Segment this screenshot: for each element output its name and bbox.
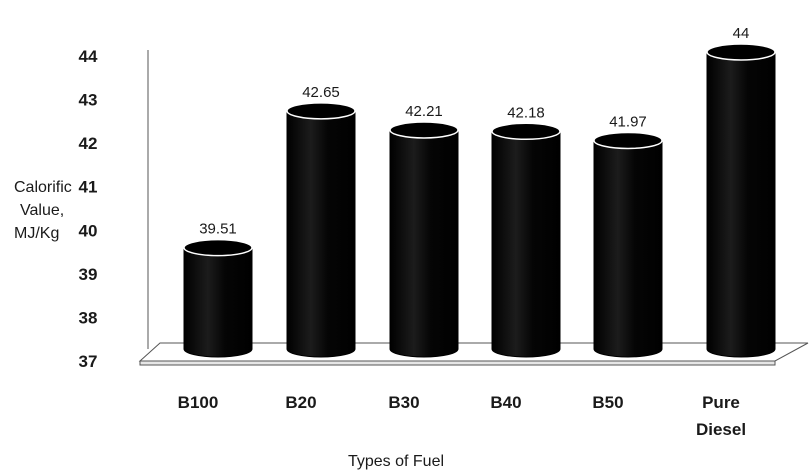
y-axis: 37 38 39 40 41 42 43 44 xyxy=(79,47,149,371)
bar-body xyxy=(286,110,356,358)
x-tick-label: B30 xyxy=(388,393,419,412)
bar: 42.65 xyxy=(286,84,356,358)
bar: 39.51 xyxy=(183,221,253,358)
data-label: 39.51 xyxy=(199,221,237,238)
data-label: 42.18 xyxy=(507,104,545,121)
bar: 44 xyxy=(706,25,776,358)
bar-body xyxy=(491,130,561,358)
data-label: 42.65 xyxy=(302,84,340,101)
x-tick-label: B100 xyxy=(178,393,219,412)
bar-top xyxy=(286,102,356,120)
x-tick-label: B20 xyxy=(285,393,316,412)
bar-body xyxy=(593,139,663,358)
x-axis-title: Types of Fuel xyxy=(348,453,444,470)
y-tick-label: 39 xyxy=(79,265,98,284)
y-tick-label: 42 xyxy=(79,134,98,153)
bar: 42.21 xyxy=(389,103,459,358)
floor-front xyxy=(139,360,776,366)
bar-body xyxy=(183,247,253,358)
bar: 42.18 xyxy=(491,104,561,358)
data-label: 42.21 xyxy=(405,103,443,120)
y-tick-label: 44 xyxy=(79,47,98,66)
x-tick-label: Pure Diesel xyxy=(696,393,746,439)
y-tick-label: 40 xyxy=(79,221,98,240)
bar-body xyxy=(389,129,459,358)
bar-top xyxy=(183,238,253,257)
bar-top xyxy=(389,121,459,139)
x-axis: B100 B20 B30 B40 B50 Pure Diesel xyxy=(178,393,746,439)
bar: 41.97 xyxy=(593,113,663,358)
bars: 39.51 42.65 42.21 42.18 41.97 44 xyxy=(183,25,776,358)
bar-top xyxy=(706,43,776,61)
bar-top xyxy=(593,131,663,150)
axis-titles: Calorific Value, MJ/Kg Types of Fuel xyxy=(14,179,444,470)
y-tick-label: 43 xyxy=(79,91,98,110)
y-tick-label: 41 xyxy=(79,178,98,197)
y-tick-label: 37 xyxy=(79,352,98,371)
bar-body xyxy=(706,51,776,358)
bar-top xyxy=(491,122,561,141)
x-tick-label: B50 xyxy=(592,393,623,412)
y-axis-title: Calorific Value, MJ/Kg xyxy=(14,179,72,242)
data-label: 41.97 xyxy=(609,113,647,130)
y-tick-label: 38 xyxy=(79,308,98,327)
x-tick-label: B40 xyxy=(490,393,521,412)
data-label: 44 xyxy=(733,25,750,42)
